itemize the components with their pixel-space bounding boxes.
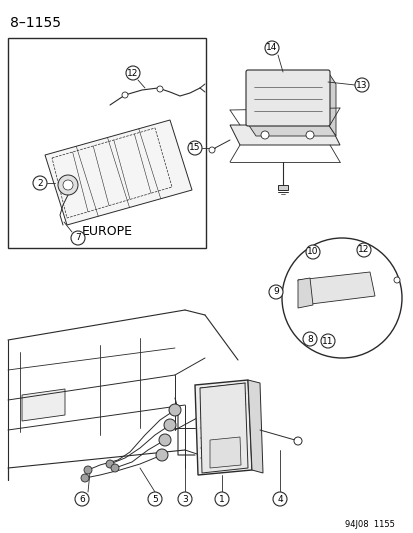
Circle shape — [84, 466, 92, 474]
Circle shape — [106, 460, 114, 468]
Circle shape — [126, 66, 140, 80]
Circle shape — [58, 175, 78, 195]
Text: 94J08  1155: 94J08 1155 — [344, 520, 394, 529]
Circle shape — [178, 492, 192, 506]
Text: 11: 11 — [321, 336, 333, 345]
Circle shape — [305, 131, 313, 139]
Circle shape — [293, 437, 301, 445]
Polygon shape — [327, 72, 335, 136]
Circle shape — [302, 332, 316, 346]
Circle shape — [320, 334, 334, 348]
Circle shape — [33, 176, 47, 190]
Polygon shape — [45, 120, 192, 225]
Circle shape — [268, 285, 282, 299]
Circle shape — [188, 141, 202, 155]
Text: 10: 10 — [306, 247, 318, 256]
Text: 13: 13 — [356, 80, 367, 90]
Polygon shape — [8, 38, 206, 248]
FancyBboxPatch shape — [245, 70, 329, 126]
Circle shape — [122, 92, 128, 98]
Text: 8–1155: 8–1155 — [10, 16, 61, 30]
Text: 4: 4 — [277, 495, 282, 504]
Circle shape — [164, 419, 176, 431]
Circle shape — [209, 147, 214, 153]
Text: 15: 15 — [189, 143, 200, 152]
Circle shape — [393, 277, 399, 283]
Circle shape — [264, 41, 278, 55]
Text: EUROPE: EUROPE — [81, 225, 132, 238]
Circle shape — [159, 434, 171, 446]
Polygon shape — [195, 380, 252, 475]
Circle shape — [356, 243, 370, 257]
Text: 12: 12 — [357, 246, 369, 254]
Polygon shape — [199, 383, 247, 473]
Text: 6: 6 — [79, 495, 85, 504]
Polygon shape — [209, 437, 240, 468]
Text: 2: 2 — [37, 179, 43, 188]
Text: 9: 9 — [273, 287, 278, 296]
Text: 3: 3 — [182, 495, 188, 504]
Polygon shape — [230, 125, 339, 145]
Circle shape — [272, 492, 286, 506]
Circle shape — [214, 492, 228, 506]
Circle shape — [281, 238, 401, 358]
Circle shape — [354, 78, 368, 92]
Text: 7: 7 — [75, 233, 81, 243]
Circle shape — [260, 131, 268, 139]
Text: 8: 8 — [306, 335, 312, 343]
Polygon shape — [22, 389, 65, 421]
Text: 14: 14 — [266, 44, 277, 52]
Polygon shape — [297, 278, 312, 308]
Circle shape — [75, 492, 89, 506]
Polygon shape — [297, 272, 374, 305]
Circle shape — [81, 474, 89, 482]
Circle shape — [305, 245, 319, 259]
Polygon shape — [247, 124, 335, 136]
Circle shape — [147, 492, 161, 506]
Polygon shape — [247, 380, 262, 473]
Polygon shape — [277, 185, 287, 190]
Circle shape — [156, 449, 168, 461]
Circle shape — [63, 180, 73, 190]
Text: 5: 5 — [152, 495, 157, 504]
Text: 12: 12 — [127, 69, 138, 77]
Circle shape — [71, 231, 85, 245]
Circle shape — [111, 464, 119, 472]
Text: 1: 1 — [218, 495, 224, 504]
Circle shape — [157, 86, 163, 92]
Circle shape — [169, 404, 180, 416]
